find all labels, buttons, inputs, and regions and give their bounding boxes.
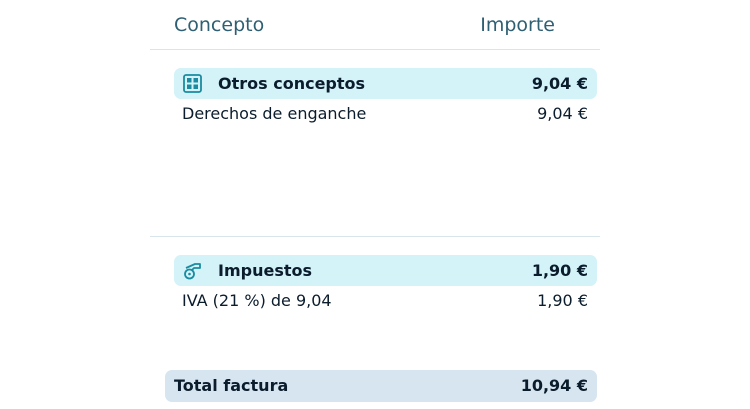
section-header-otros-conceptos: Otros conceptos 9,04 € [174,68,597,99]
total-label: Total factura [174,376,289,395]
section-header-impuestos: Impuestos 1,90 € [174,255,597,286]
item-amount: 9,04 € [537,104,588,123]
section-total: 9,04 € [531,74,588,93]
item-amount: 1,90 € [537,291,588,310]
item-label: Derechos de enganche [182,104,367,123]
tap-icon [184,263,201,280]
section-title: Otros conceptos [218,74,366,93]
column-header-amount: Importe [480,14,555,36]
section-title: Impuestos [218,261,313,280]
grid-icon [183,74,202,93]
column-header-concept: Concepto [174,14,265,36]
header-divider [150,49,600,50]
item-label: IVA (21 %) de 9,04 [182,291,332,310]
total-amount: 10,94 € [520,376,588,395]
section-total: 1,90 € [531,261,588,280]
invoice-total-row: Total factura 10,94 € [165,370,597,402]
section-divider [150,236,600,237]
